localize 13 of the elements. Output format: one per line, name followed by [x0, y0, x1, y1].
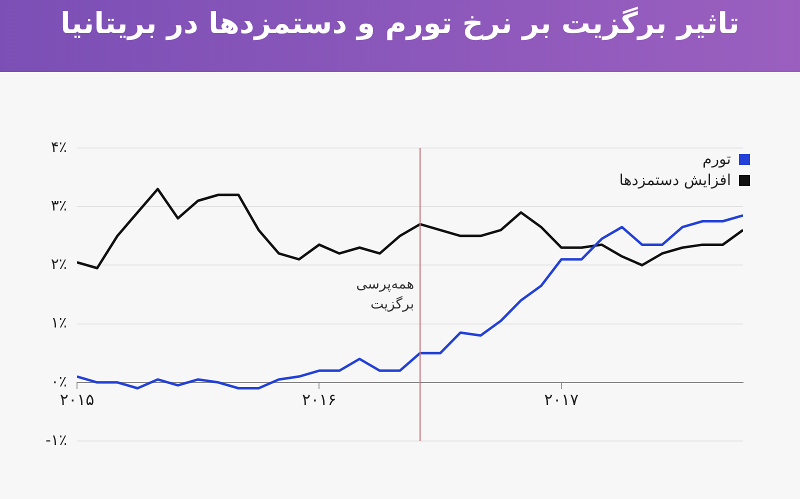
y-tick-label: -۱٪ [45, 430, 67, 449]
ref-line-label: همه‌پرسی برگزیت [356, 276, 414, 313]
y-tick-label: ۰٪ [50, 372, 67, 390]
chart-title: تاثیر برگزیت بر نرخ تورم و دستمزدها در بریتانیا [60, 6, 740, 40]
y-tick-label: ۳٪ [50, 196, 67, 214]
x-tick-label: ۲۰۱۷ [544, 390, 579, 410]
legend-label: افزایش دستمزدها [619, 171, 731, 189]
y-tick-label: ۴٪ [50, 138, 67, 156]
x-tick-label: ۲۰۱۶ [302, 390, 336, 410]
legend-label: تورم [702, 150, 731, 168]
x-tick-label: ۲۰۱۵ [60, 390, 94, 410]
y-tick-label: ۱٪ [50, 314, 67, 332]
y-tick-label: ۲٪ [50, 255, 67, 274]
